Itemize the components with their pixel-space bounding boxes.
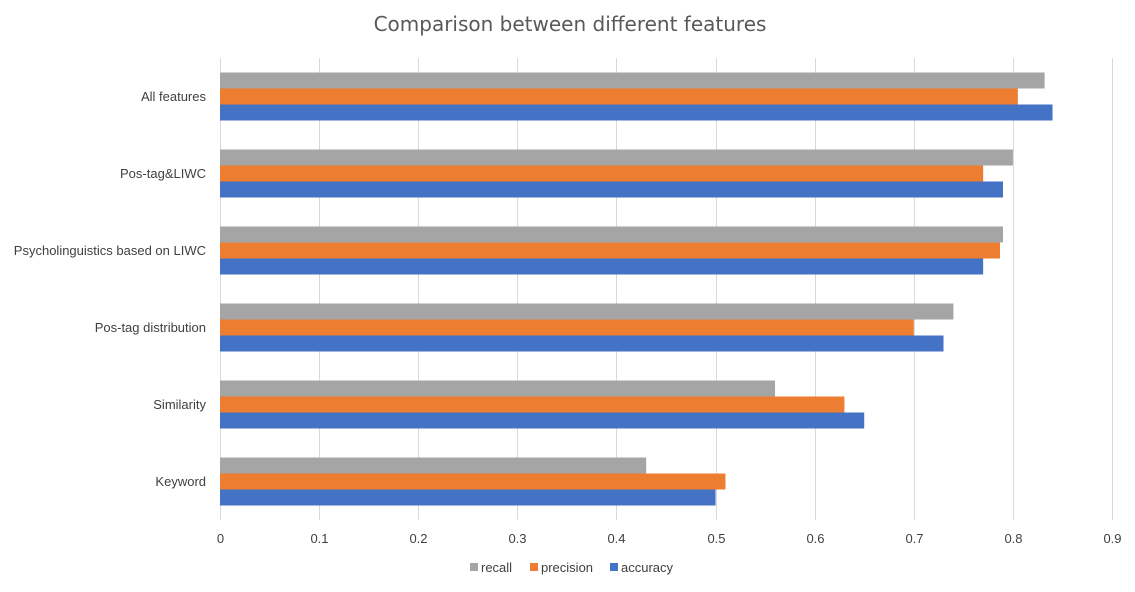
x-tick-label: 0: [217, 531, 224, 546]
y-category-label: Psycholinguistics based on LIWC: [14, 243, 206, 258]
gridlines: [220, 58, 1113, 520]
legend: recall precision accuracy: [470, 560, 674, 575]
x-tick-label: 0.3: [508, 531, 526, 546]
y-category-label: Similarity: [153, 397, 206, 412]
x-tick-label: 0.5: [707, 531, 725, 546]
bar-accuracy: [220, 412, 865, 429]
x-tick-label: 0.9: [1103, 531, 1121, 546]
legend-label: recall: [481, 560, 512, 575]
bar-precision: [220, 165, 984, 182]
x-axis-ticks: 0 0.1 0.2 0.3 0.4 0.5 0.6 0.7 0.8 0.9: [217, 531, 1122, 546]
bar-recall: [220, 380, 776, 397]
x-tick-label: 0.7: [905, 531, 923, 546]
bar-accuracy: [220, 489, 716, 506]
bar-recall: [220, 72, 1045, 89]
legend-label: precision: [541, 560, 593, 575]
y-category-label: Pos-tag&LIWC: [120, 166, 206, 181]
bar-recall: [220, 457, 647, 474]
x-tick-label: 0.2: [409, 531, 427, 546]
bar-recall: [220, 226, 1003, 243]
bar-accuracy: [220, 258, 984, 275]
bars: [220, 72, 1053, 506]
bar-precision: [220, 242, 1001, 259]
bar-precision: [220, 473, 726, 490]
bar-accuracy: [220, 335, 944, 352]
bar-precision: [220, 88, 1018, 105]
legend-swatch-recall: [470, 563, 478, 571]
chart-title: Comparison between different features: [374, 12, 767, 36]
bar-recall: [220, 303, 954, 320]
bar-precision: [220, 319, 914, 336]
y-axis-categories: All features Pos-tag&LIWC Psycholinguistic…: [14, 89, 207, 489]
legend-swatch-precision: [530, 563, 538, 571]
bar-accuracy: [220, 104, 1053, 121]
x-tick-label: 0.8: [1004, 531, 1022, 546]
legend-swatch-accuracy: [610, 563, 618, 571]
x-tick-label: 0.6: [806, 531, 824, 546]
bar-precision: [220, 396, 845, 413]
x-tick-label: 0.1: [310, 531, 328, 546]
y-category-label: All features: [141, 89, 207, 104]
bar-accuracy: [220, 181, 1003, 198]
y-category-label: Keyword: [155, 474, 206, 489]
x-tick-label: 0.4: [607, 531, 625, 546]
bar-recall: [220, 149, 1013, 166]
legend-label: accuracy: [621, 560, 674, 575]
y-category-label: Pos-tag distribution: [95, 320, 206, 335]
